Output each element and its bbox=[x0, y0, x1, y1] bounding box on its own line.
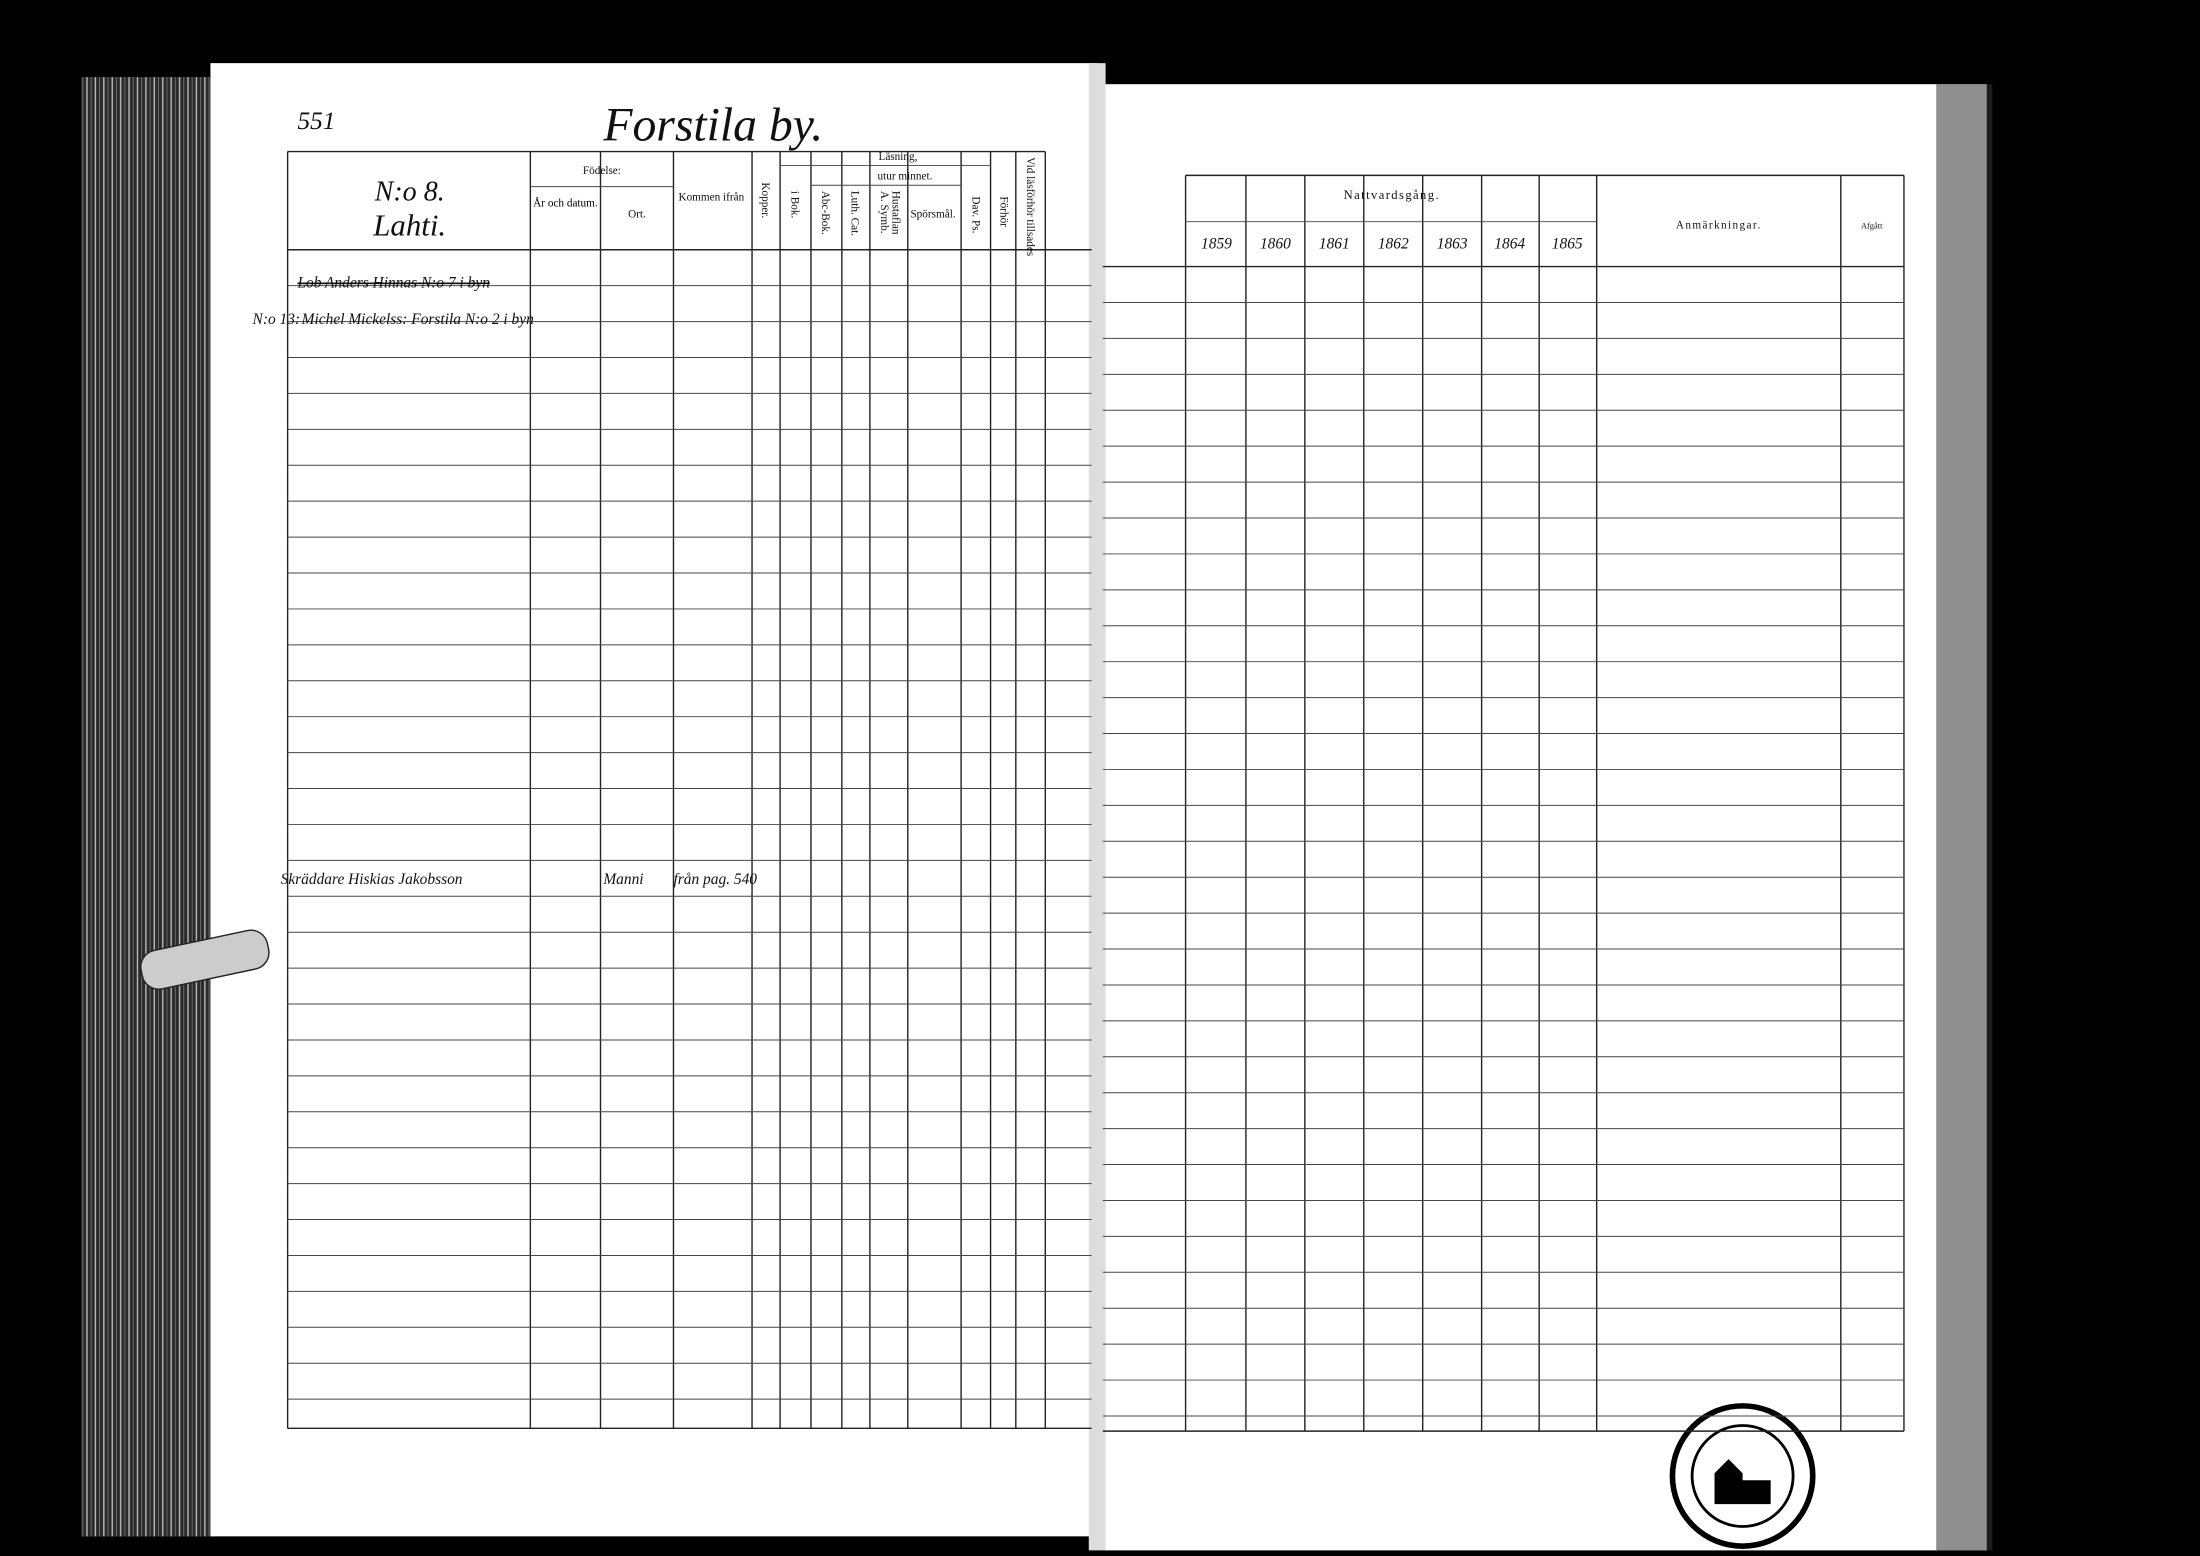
header-questions: Spörsmål. bbox=[910, 208, 955, 220]
pen bbox=[140, 929, 270, 990]
header-communion: Nattvardsgång. bbox=[1344, 188, 1440, 202]
year: 1861 bbox=[1319, 235, 1350, 252]
header-in-book: i Bok. bbox=[788, 191, 800, 219]
book-edge-texture bbox=[81, 77, 215, 1537]
header-birth-year-box: År och datum. bbox=[533, 196, 598, 210]
entry-name: Skräddare Hiskias Jakobsson bbox=[281, 871, 463, 888]
stamp-church bbox=[1714, 1459, 1771, 1505]
header-psalms: Dav. Ps. bbox=[969, 196, 981, 233]
year: 1863 bbox=[1437, 235, 1468, 252]
right-edge-shadow bbox=[1936, 84, 1993, 1551]
year: 1862 bbox=[1378, 235, 1409, 252]
page-number: 551 bbox=[297, 107, 335, 135]
left-page bbox=[210, 63, 1098, 1537]
entry-came-from: Manni bbox=[602, 871, 643, 888]
year: 1859 bbox=[1201, 235, 1232, 252]
header-symbol: A. Symb. bbox=[878, 191, 890, 234]
header-catechism: Luth. Cat. bbox=[849, 191, 861, 236]
header-birth-place: Ort. bbox=[628, 208, 646, 220]
header-birth: Födelse: bbox=[583, 165, 621, 177]
header-summoned: Vid läsförhör tillsades bbox=[1024, 157, 1036, 256]
header-abc-book: Abc-Bok. bbox=[819, 191, 831, 235]
header-house-table: Hustaflan bbox=[889, 191, 901, 235]
year: 1865 bbox=[1552, 235, 1583, 252]
header-remarks: Anmärkningar. bbox=[1676, 220, 1762, 232]
stamp-inner bbox=[1690, 1424, 1795, 1528]
entry-name: Michel Mickelss: Forstila N:o 2 i byn bbox=[301, 311, 534, 328]
header-reading: Läsning, bbox=[878, 151, 917, 163]
gutter bbox=[1088, 63, 1106, 1551]
entry-mark: N:o 13: bbox=[252, 311, 301, 328]
year: 1864 bbox=[1494, 235, 1525, 252]
household-number: N:o 8. bbox=[374, 177, 445, 208]
right-page bbox=[1102, 84, 1987, 1551]
ruling bbox=[286, 150, 1905, 1432]
header-hearing: Förhör bbox=[997, 196, 1009, 227]
header-by-heart: utur minnet. bbox=[878, 171, 933, 183]
header-smallpox: Kopper. bbox=[759, 182, 771, 218]
header-came-from: Kommen ifrån bbox=[678, 192, 744, 204]
entry-reference: från pag. 540 bbox=[673, 871, 757, 888]
village-title: Forstila by. bbox=[602, 98, 823, 151]
header-birth-year: År och datum. bbox=[533, 196, 598, 210]
farm-name: Lahti. bbox=[372, 209, 446, 243]
header-departed: Afgått bbox=[1861, 222, 1883, 231]
year: 1860 bbox=[1260, 235, 1291, 252]
